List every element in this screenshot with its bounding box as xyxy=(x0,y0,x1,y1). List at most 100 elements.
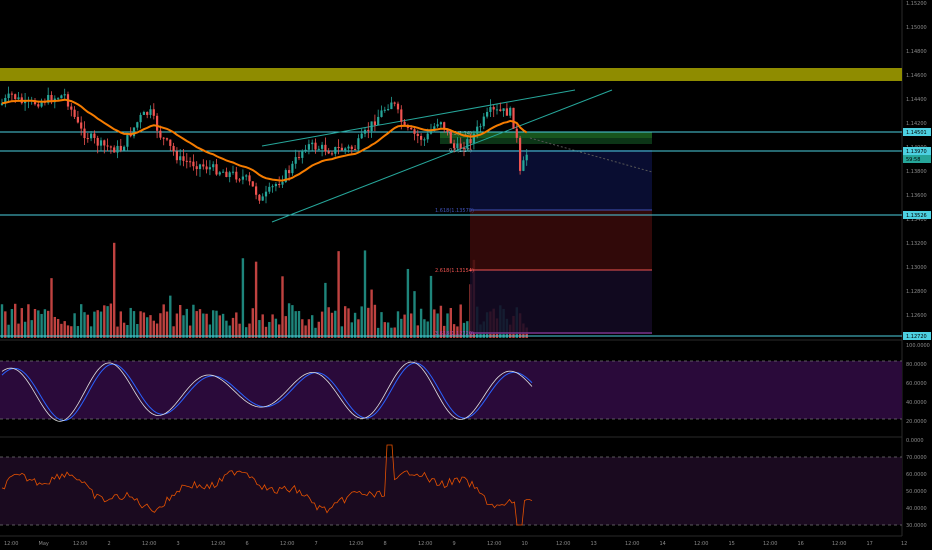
volume-bar xyxy=(172,326,175,338)
candle-body xyxy=(479,126,482,128)
volume-bar xyxy=(334,310,337,338)
volume-bar xyxy=(353,312,357,338)
time-tick-label: 16 xyxy=(798,541,804,547)
volume-bar xyxy=(0,304,4,338)
volume-bar xyxy=(241,258,245,338)
price-tag-label: 1.13526 xyxy=(906,213,927,219)
time-tick-label: 2 xyxy=(108,541,111,547)
candle-body xyxy=(410,127,413,130)
volume-bar xyxy=(73,313,76,338)
volume-bar xyxy=(126,325,129,338)
candle-body xyxy=(502,108,505,111)
volume-bar xyxy=(446,313,449,338)
candle-body xyxy=(222,171,225,173)
candle-body xyxy=(472,133,475,144)
price-tag-label: 1.12720 xyxy=(906,334,927,340)
candle-body xyxy=(225,171,228,178)
candle-body xyxy=(63,94,66,96)
volume-bar xyxy=(330,312,334,338)
volume-bar xyxy=(179,304,182,338)
candle-body xyxy=(439,122,442,125)
volume-bar xyxy=(185,308,188,338)
candle-body xyxy=(4,98,7,104)
resistance-band-group xyxy=(0,68,902,81)
time-tick-label: 15 xyxy=(729,541,735,547)
volume-bar xyxy=(396,311,400,338)
time-tick-label: 12:00 xyxy=(694,541,708,547)
candle-body xyxy=(423,139,426,141)
candle-body xyxy=(324,144,327,152)
volume-bar xyxy=(89,326,93,338)
candle-body xyxy=(330,153,334,155)
time-tick-label: 12:00 xyxy=(487,541,501,547)
candle-body xyxy=(321,144,324,149)
volume-bar xyxy=(17,323,20,338)
volume-bar xyxy=(400,318,403,338)
candle-body xyxy=(126,133,129,147)
volume-bar xyxy=(198,309,202,338)
candle-body xyxy=(50,94,53,103)
candle-body xyxy=(86,138,89,140)
candle-body xyxy=(314,142,317,150)
candle-body xyxy=(347,146,350,149)
candle-body xyxy=(519,137,522,171)
candle-body xyxy=(255,186,258,195)
candle-body xyxy=(103,140,106,146)
volume-bar xyxy=(83,312,86,338)
volume-bar xyxy=(466,321,469,338)
candle-body xyxy=(136,122,139,128)
candle-body xyxy=(453,143,456,149)
time-tick-label: 7 xyxy=(315,541,318,547)
candle-body xyxy=(80,122,83,129)
volume-bar xyxy=(278,324,281,338)
candle-body xyxy=(367,129,370,132)
volume-bar xyxy=(205,313,208,338)
candle-body xyxy=(354,148,357,150)
candle-body xyxy=(288,170,291,174)
volume-bar xyxy=(132,311,136,338)
candle-body xyxy=(420,136,423,140)
volume-bar xyxy=(462,322,466,338)
candle-body xyxy=(172,145,175,152)
candle-body xyxy=(47,94,50,103)
candle-body xyxy=(146,112,149,115)
volume-bar xyxy=(63,321,66,338)
candle-body xyxy=(195,166,198,170)
time-tick-label: 12:00 xyxy=(4,541,18,547)
volume-bar xyxy=(96,310,99,338)
volume-bar xyxy=(294,311,297,338)
volume-bar xyxy=(165,311,169,338)
candle-body xyxy=(83,128,86,139)
volume-bar xyxy=(70,326,73,338)
volume-bar xyxy=(281,276,284,338)
volume-bar xyxy=(360,306,363,338)
volume-bar xyxy=(162,304,165,338)
time-tick-label: 12:00 xyxy=(211,541,225,547)
candle-body xyxy=(33,100,37,105)
volume-bar xyxy=(423,319,426,338)
rsi-panel xyxy=(0,444,902,526)
candle-body xyxy=(99,140,103,146)
price-tag-label: 59:58 xyxy=(906,157,920,163)
candle-body xyxy=(119,145,122,151)
candle-body xyxy=(0,103,4,105)
time-tick-label: 17 xyxy=(867,541,873,547)
price-tick-label: 1.14800 xyxy=(906,49,927,55)
candle-body xyxy=(241,176,244,180)
volume-bar xyxy=(291,305,294,338)
candle-body xyxy=(515,128,518,138)
candle-body xyxy=(10,93,13,95)
candle-body xyxy=(469,139,472,144)
candle-body xyxy=(162,137,165,139)
candle-body xyxy=(396,103,400,110)
time-tick-label: 6 xyxy=(246,541,249,547)
volume-bar xyxy=(320,311,324,338)
volume-bar xyxy=(452,324,456,338)
candle-body xyxy=(14,94,17,100)
projection-line xyxy=(529,137,653,173)
candle-body xyxy=(198,164,202,170)
volume-bar xyxy=(271,314,274,338)
volume-bar xyxy=(182,315,185,338)
candle-body xyxy=(393,102,396,104)
